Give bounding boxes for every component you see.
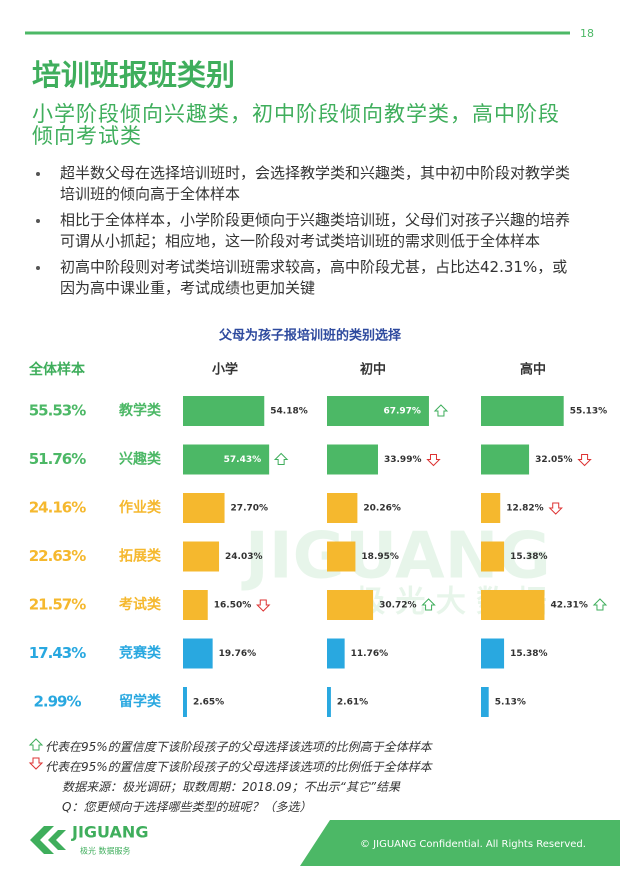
overall-value: 24.16% bbox=[29, 499, 86, 517]
question: Q：您更倾向于选择哪些类型的班呢？（多选） bbox=[62, 800, 312, 814]
overall-value: 21.57% bbox=[29, 596, 86, 614]
overall-value: 51.76% bbox=[29, 450, 86, 468]
bar bbox=[183, 493, 225, 523]
value-label: 20.26% bbox=[363, 504, 401, 514]
bar bbox=[481, 638, 505, 669]
up-arrow bbox=[592, 598, 608, 611]
category-label: 留学类 bbox=[119, 693, 162, 710]
up-arrow bbox=[273, 452, 289, 465]
bullet: 相比于全体样本，小学阶段更倾向于兴趣类培训班，父母们对孩子兴趣的培养可谓从小抓起… bbox=[32, 210, 580, 252]
note: 代表在95%的置信度下该阶段孩子的父母选择该选项的比例高于全体样本 bbox=[45, 740, 432, 754]
value-label: 11.76% bbox=[351, 649, 389, 659]
down-arrow bbox=[28, 757, 44, 770]
bullet: 初高中阶段则对考试类培训班需求较高，高中阶段尤甚，占比达42.31%，或因为高中… bbox=[32, 257, 580, 299]
bullet: 超半数父母在选择培训班时，会选择教学类和兴趣类，其中初中阶段对教学类培训班的倾向… bbox=[32, 163, 580, 205]
value-label: 15.38% bbox=[510, 552, 548, 562]
category-label: 教学类 bbox=[119, 402, 162, 419]
chart-title: 父母为孩子报培训班的类别选择 bbox=[218, 328, 402, 344]
value-label: 27.70% bbox=[231, 504, 268, 514]
bar bbox=[481, 541, 505, 572]
page-number: 18 bbox=[580, 27, 594, 40]
category-label: 兴趣类 bbox=[119, 451, 162, 468]
bar bbox=[481, 396, 564, 426]
bar bbox=[183, 590, 208, 620]
value-label: 16.50% bbox=[214, 601, 252, 611]
value-label: 18.95% bbox=[361, 552, 399, 562]
overall-value: 17.43% bbox=[29, 644, 86, 662]
logo: JIGUANG bbox=[71, 823, 148, 842]
value-label: 24.03% bbox=[225, 552, 262, 562]
column-header: 高中 bbox=[520, 362, 546, 378]
down-arrow bbox=[548, 502, 563, 515]
bar bbox=[481, 590, 545, 620]
bar bbox=[327, 396, 429, 426]
bar bbox=[183, 541, 220, 572]
bar bbox=[183, 396, 265, 426]
value-label: 67.97% bbox=[383, 407, 421, 417]
logo-sub: 极光 数据服务 bbox=[80, 846, 131, 856]
value-label: 2.61% bbox=[337, 698, 368, 708]
bar bbox=[481, 444, 530, 475]
value-label: 12.82% bbox=[506, 504, 543, 514]
bar bbox=[327, 590, 374, 620]
category-label: 作业类 bbox=[119, 499, 162, 516]
column-header: 小学 bbox=[212, 362, 238, 378]
logo-mark bbox=[30, 826, 66, 854]
overall-value: 22.63% bbox=[29, 547, 86, 565]
bar bbox=[327, 444, 378, 475]
bar bbox=[183, 638, 213, 669]
value-label: 32.05% bbox=[535, 455, 573, 465]
value-label: 33.99% bbox=[384, 455, 422, 465]
bar bbox=[183, 444, 270, 475]
value-label: 57.43% bbox=[224, 455, 262, 465]
column-header: 初中 bbox=[360, 362, 386, 378]
category-label: 考试类 bbox=[119, 596, 162, 613]
up-arrow bbox=[433, 404, 449, 417]
down-arrow bbox=[426, 454, 441, 467]
up-arrow bbox=[28, 738, 44, 751]
bar bbox=[327, 638, 345, 669]
value-label: 2.65% bbox=[193, 698, 224, 708]
category-label: 竞赛类 bbox=[119, 645, 162, 662]
value-label: 15.38% bbox=[510, 649, 548, 659]
overall-value: 55.53% bbox=[29, 402, 86, 420]
bar bbox=[327, 541, 356, 572]
value-label: 42.31% bbox=[550, 601, 588, 611]
bullets: 超半数父母在选择培训班时，会选择教学类和兴趣类，其中初中阶段对教学类培训班的倾向… bbox=[32, 163, 592, 304]
subtitle: 小学阶段倾向兴趣类，初中阶段倾向教学类，高中阶段倾向考试类 bbox=[32, 102, 560, 148]
bar bbox=[481, 687, 489, 717]
up-arrow bbox=[421, 598, 436, 611]
down-arrow bbox=[256, 599, 271, 612]
bar bbox=[327, 493, 358, 523]
value-label: 55.13% bbox=[570, 407, 608, 417]
source: 数据来源：极光调研；取数周期：2018.09；不出示“其它”结果 bbox=[62, 780, 401, 794]
category-label: 拓展类 bbox=[119, 548, 162, 565]
value-label: 19.76% bbox=[219, 649, 257, 659]
title: 培训班报班类别 bbox=[32, 58, 236, 92]
down-arrow bbox=[577, 454, 592, 467]
bar bbox=[183, 687, 187, 717]
value-label: 30.72% bbox=[379, 601, 417, 611]
copyright: © JIGUANG Confidential. All Rights Reser… bbox=[360, 839, 586, 850]
column-header: 全体样本 bbox=[28, 361, 86, 378]
bar bbox=[327, 687, 331, 717]
footer-band bbox=[300, 820, 620, 866]
value-label: 5.13% bbox=[495, 698, 526, 708]
note: 代表在95%的置信度下该阶段孩子的父母选择该选项的比例低于全体样本 bbox=[45, 760, 432, 774]
value-label: 54.18% bbox=[270, 407, 308, 417]
bar bbox=[481, 493, 501, 523]
overall-value: 2.99% bbox=[33, 693, 81, 711]
